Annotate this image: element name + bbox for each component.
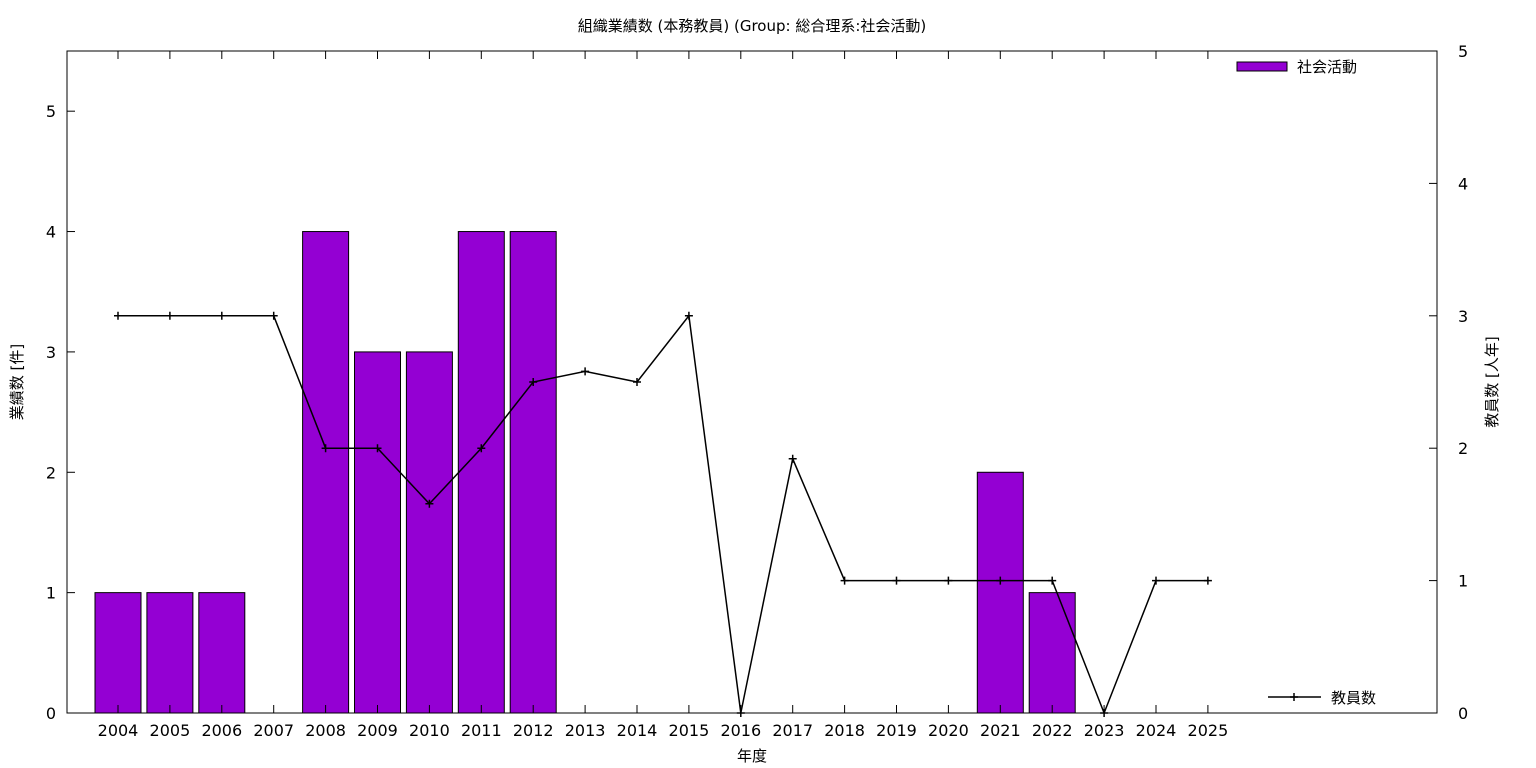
x-tick-label: 2019	[876, 721, 917, 740]
x-axis: 2004 2005 2006 2007 2008 2009 2010 2011 2012 2013…	[98, 51, 1229, 740]
x-tick-label: 2025	[1188, 721, 1229, 740]
x-tick-label: 2020	[928, 721, 969, 740]
x-tick-label: 2006	[201, 721, 242, 740]
point-2010	[425, 499, 434, 508]
point-2017	[788, 454, 797, 463]
point-2005	[165, 311, 174, 320]
x-tick-label: 2009	[357, 721, 398, 740]
y-axis-right: 0 1 2 3 4 5	[1429, 42, 1468, 723]
x-tick-label: 2012	[513, 721, 554, 740]
point-2008	[321, 444, 330, 453]
x-tick-label: 2014	[617, 721, 658, 740]
x-tick-label: 2023	[1084, 721, 1125, 740]
bar-series	[94, 231, 1076, 714]
y-axis-label: 業績数 [件]	[8, 344, 26, 420]
point-2024	[1152, 576, 1160, 585]
y-axis-left: 0 1 2 3 4 5	[46, 102, 75, 723]
bar-2005	[146, 592, 194, 714]
point-2006	[217, 311, 226, 320]
x-tick-label: 2005	[150, 721, 191, 740]
x-axis-label: 年度	[737, 747, 767, 765]
x-tick-label: 2021	[980, 721, 1021, 740]
y2-tick-label: 1	[1458, 572, 1468, 591]
point-2021	[996, 576, 1005, 585]
x-tick-label: 2017	[772, 721, 813, 740]
x-tick-label: 2015	[669, 721, 710, 740]
legend-bar-label: 社会活動	[1297, 58, 1357, 76]
y2-tick-label: 4	[1458, 174, 1468, 193]
y2-axis-label: 教員数 [人年]	[1483, 336, 1501, 427]
plot-frame	[66, 50, 1438, 714]
y-tick-label: 1	[46, 584, 56, 603]
point-2004	[114, 311, 122, 320]
bar-2004	[94, 592, 142, 714]
bar-2012	[509, 231, 557, 714]
legend-line-label: 教員数	[1331, 689, 1376, 707]
bar-2009	[354, 351, 401, 714]
line-series	[114, 311, 1212, 717]
bar-2006	[198, 592, 246, 714]
y-tick-label: 0	[46, 704, 56, 723]
y-tick-label: 5	[46, 102, 56, 121]
x-tick-label: 2024	[1136, 721, 1177, 740]
x-tick-label: 2018	[824, 721, 865, 740]
point-2020	[944, 576, 953, 585]
point-2011	[477, 444, 486, 453]
point-2018	[840, 576, 849, 585]
x-tick-label: 2008	[305, 721, 346, 740]
x-tick-label: 2013	[565, 721, 606, 740]
point-2012	[529, 378, 538, 386]
point-2013	[581, 367, 590, 376]
y2-tick-label: 3	[1458, 307, 1468, 326]
y2-tick-label: 2	[1458, 439, 1468, 458]
bar-2022	[1028, 592, 1076, 714]
legend-line: 教員数	[1268, 689, 1376, 707]
point-2015	[684, 311, 693, 320]
y-tick-label: 3	[46, 343, 56, 362]
point-2007	[269, 311, 278, 320]
point-2014	[633, 378, 641, 386]
x-tick-label: 2022	[1032, 721, 1073, 740]
x-tick-label: 2011	[461, 721, 502, 740]
x-tick-label: 2007	[253, 721, 294, 740]
point-2022	[1048, 576, 1057, 585]
bar-2010	[405, 351, 453, 714]
x-tick-label: 2010	[409, 721, 450, 740]
legend-bar: 社会活動	[1236, 58, 1357, 76]
legend-line-marker	[1290, 693, 1298, 701]
bar-2011	[457, 231, 505, 714]
point-2025	[1203, 576, 1212, 585]
y2-tick-label: 5	[1458, 42, 1468, 61]
chart-title: 組織業績数 (本務教員) (Group: 総合理系:社会活動)	[578, 17, 927, 35]
line-path	[118, 313, 1208, 716]
y2-tick-label: 0	[1458, 704, 1468, 723]
point-2009	[373, 444, 382, 453]
point-2019	[892, 576, 901, 585]
x-tick-label: 2016	[720, 721, 761, 740]
bar-2021	[976, 471, 1024, 714]
y-tick-label: 2	[46, 463, 56, 482]
legend-bar-swatch	[1236, 61, 1288, 72]
x-tick-label: 2004	[98, 721, 139, 740]
y-tick-label: 4	[46, 223, 56, 242]
bar-2008	[302, 231, 350, 714]
